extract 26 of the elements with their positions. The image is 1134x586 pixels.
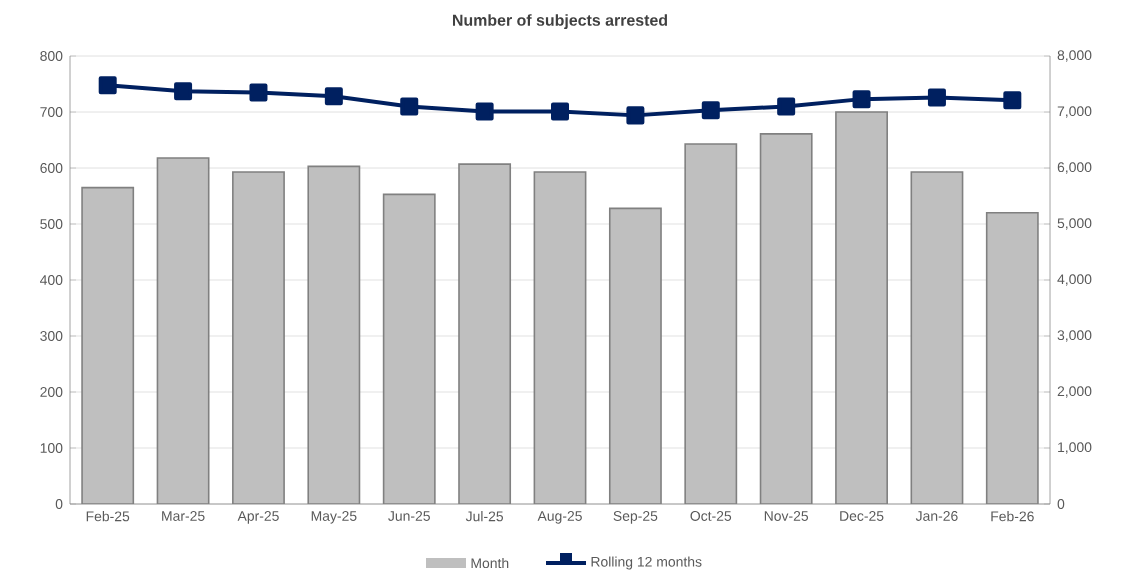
bar [910,171,964,504]
bar [307,165,361,504]
point [626,106,645,125]
point [1003,91,1022,110]
point [174,82,193,101]
bar [232,171,285,504]
point [551,102,570,121]
bar [156,157,210,504]
bar [533,171,587,504]
point [852,90,871,109]
bar [985,212,1039,504]
point [777,97,796,116]
point [400,97,419,116]
bar [81,186,135,504]
bar [759,133,813,504]
bar [684,143,738,504]
point [927,88,946,107]
bar [458,163,512,504]
point [249,83,268,102]
point [475,102,494,121]
point [324,87,343,106]
point [701,101,720,120]
point [98,76,117,95]
bar [382,193,436,504]
bar [608,207,662,504]
bar [835,111,888,504]
